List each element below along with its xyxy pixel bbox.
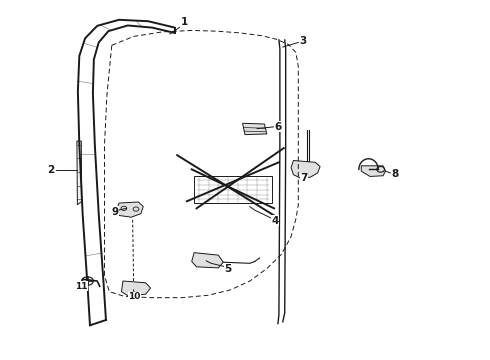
Circle shape xyxy=(82,277,94,285)
Text: 10: 10 xyxy=(128,292,141,301)
Polygon shape xyxy=(77,141,82,205)
Text: 3: 3 xyxy=(299,36,307,46)
Text: 8: 8 xyxy=(392,168,399,179)
Text: 2: 2 xyxy=(48,165,55,175)
Text: 6: 6 xyxy=(274,122,282,132)
Text: 5: 5 xyxy=(224,264,232,274)
Polygon shape xyxy=(122,281,150,296)
Text: 9: 9 xyxy=(112,207,119,217)
Text: 11: 11 xyxy=(75,282,88,291)
Text: 7: 7 xyxy=(300,173,308,183)
Polygon shape xyxy=(291,161,320,178)
Polygon shape xyxy=(243,123,267,135)
Polygon shape xyxy=(361,166,386,176)
Text: 1: 1 xyxy=(181,17,188,27)
Polygon shape xyxy=(117,202,143,217)
Polygon shape xyxy=(192,253,223,268)
Text: 4: 4 xyxy=(271,216,279,226)
